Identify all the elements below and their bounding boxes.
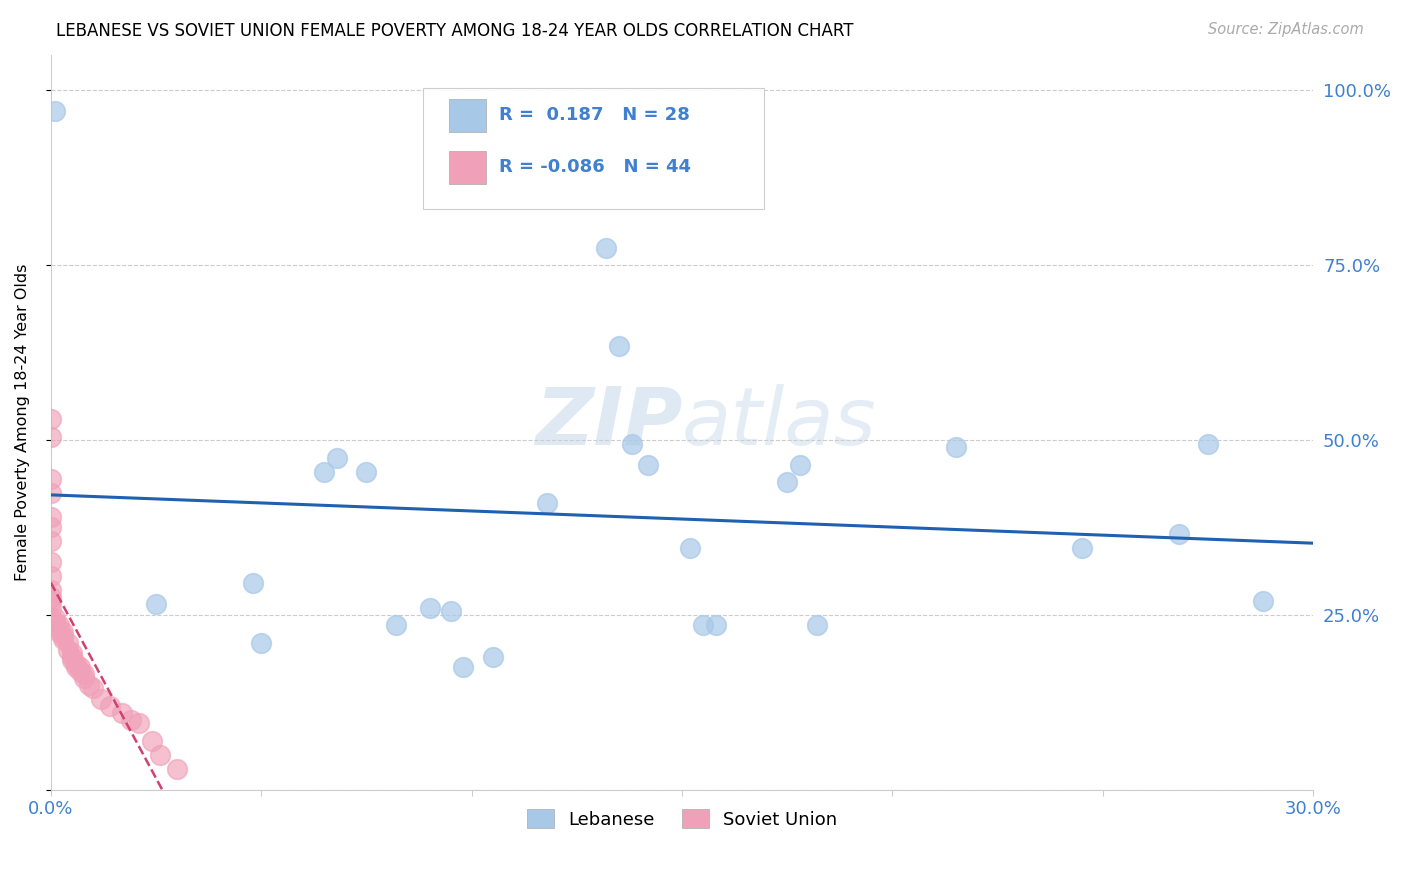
Point <box>776 475 799 489</box>
Point <box>52 632 75 647</box>
Point <box>1251 594 1274 608</box>
Text: atlas: atlas <box>682 384 877 461</box>
Point <box>149 747 172 762</box>
Point <box>39 569 62 583</box>
Point <box>48 618 70 632</box>
Point <box>98 698 121 713</box>
Point <box>39 591 62 605</box>
Point <box>73 667 96 681</box>
Point <box>39 510 62 524</box>
Text: R =  0.187   N = 28: R = 0.187 N = 28 <box>499 106 690 124</box>
Point <box>356 465 378 479</box>
Point <box>39 583 62 598</box>
Point <box>56 643 79 657</box>
Point <box>1070 541 1092 556</box>
Point <box>806 618 828 632</box>
Point <box>637 458 659 472</box>
Point <box>789 458 811 472</box>
Point <box>39 611 62 625</box>
Point <box>65 660 87 674</box>
Point <box>692 618 714 632</box>
Point <box>39 601 62 615</box>
Point <box>44 104 66 119</box>
FancyBboxPatch shape <box>449 151 486 184</box>
Point <box>145 598 167 612</box>
Point <box>48 625 70 640</box>
Point <box>39 485 62 500</box>
Point <box>607 338 630 352</box>
Point <box>44 618 66 632</box>
Point <box>39 534 62 549</box>
Point <box>69 660 91 674</box>
Point <box>39 594 62 608</box>
Point <box>60 653 83 667</box>
Point <box>56 636 79 650</box>
Point <box>39 556 62 570</box>
Point <box>1167 527 1189 541</box>
Legend: Lebanese, Soviet Union: Lebanese, Soviet Union <box>519 802 845 836</box>
Text: LEBANESE VS SOVIET UNION FEMALE POVERTY AMONG 18-24 YEAR OLDS CORRELATION CHART: LEBANESE VS SOVIET UNION FEMALE POVERTY … <box>56 22 853 40</box>
Point <box>69 664 91 678</box>
Point <box>73 671 96 685</box>
Point <box>128 716 150 731</box>
Point <box>945 440 967 454</box>
Point <box>39 429 62 443</box>
Point <box>39 471 62 485</box>
Point <box>439 605 461 619</box>
Point <box>120 713 142 727</box>
Text: Source: ZipAtlas.com: Source: ZipAtlas.com <box>1208 22 1364 37</box>
Point <box>595 241 617 255</box>
Text: R = -0.086   N = 44: R = -0.086 N = 44 <box>499 158 690 176</box>
Point <box>111 706 134 720</box>
Point <box>82 681 104 696</box>
Point <box>52 625 75 640</box>
Point <box>419 601 441 615</box>
Point <box>250 636 273 650</box>
Point <box>39 520 62 534</box>
Text: ZIP: ZIP <box>534 384 682 461</box>
Point <box>39 412 62 426</box>
FancyBboxPatch shape <box>449 99 486 132</box>
Point <box>326 450 349 465</box>
Point <box>1197 436 1219 450</box>
Point <box>679 541 702 556</box>
Point <box>44 611 66 625</box>
Point <box>65 657 87 671</box>
FancyBboxPatch shape <box>423 88 763 210</box>
Point <box>77 678 100 692</box>
Point <box>52 629 75 643</box>
Point <box>141 734 163 748</box>
Point <box>166 762 188 776</box>
Point <box>44 615 66 629</box>
Point <box>536 496 558 510</box>
Point <box>451 660 474 674</box>
Point <box>385 618 408 632</box>
Point <box>481 649 503 664</box>
Point <box>242 576 264 591</box>
Point <box>48 622 70 636</box>
Y-axis label: Female Poverty Among 18-24 Year Olds: Female Poverty Among 18-24 Year Olds <box>15 264 30 582</box>
Point <box>314 465 336 479</box>
Point <box>704 618 727 632</box>
Point <box>60 649 83 664</box>
Point <box>90 692 112 706</box>
Point <box>620 436 643 450</box>
Point <box>60 647 83 661</box>
